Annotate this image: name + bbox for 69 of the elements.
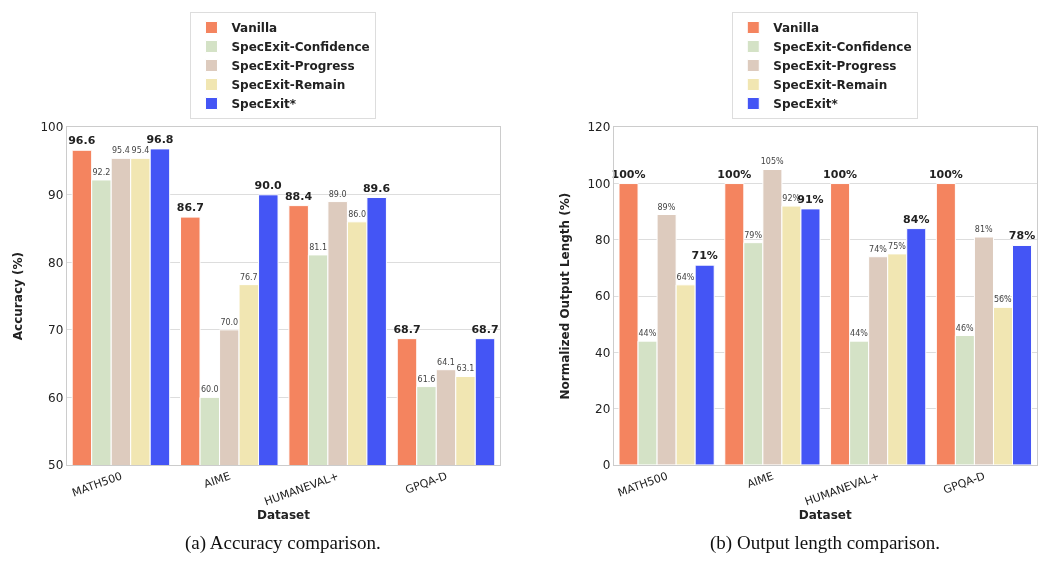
y-axis-title: Normalized Output Length (%): [557, 192, 572, 400]
data-label: 64%: [676, 272, 695, 282]
data-label: 105%: [760, 157, 785, 167]
data-label: 81%: [974, 225, 994, 235]
data-label: 75%: [888, 241, 907, 251]
data-label: 44%: [850, 329, 869, 339]
y-tick-label: 80: [48, 255, 64, 270]
y-tick-label: 90: [48, 188, 64, 203]
data-label: 95.4: [112, 146, 130, 156]
data-label: 60.0: [200, 385, 219, 395]
data-label: 95.4: [131, 146, 150, 156]
data-label: 92.2: [92, 167, 111, 177]
data-label: 46%: [955, 323, 974, 333]
data-label: 96.6: [68, 134, 96, 148]
data-label: 74%: [869, 244, 888, 254]
legend-label: SpecExit-Confidence: [773, 40, 912, 55]
data-label: 100%: [717, 167, 752, 181]
y-tick-label: 100: [587, 176, 611, 191]
legend-label: Vanilla: [773, 21, 819, 36]
y-tick-label: 40: [595, 345, 611, 360]
text: (b) Output length comparison.: [710, 532, 941, 554]
data-label: 44%: [638, 329, 657, 339]
data-label: 79%: [744, 230, 763, 240]
legend-label: SpecExit*: [773, 97, 839, 112]
data-label: 78%: [1008, 229, 1036, 243]
y-tick-label: 0: [602, 458, 611, 473]
data-label: 90.0: [254, 178, 283, 192]
x-tick-label: AIME: [745, 469, 776, 491]
legend-label: Vanilla: [231, 21, 278, 36]
data-label: 70.0: [220, 317, 239, 327]
y-tick-label: 60: [48, 390, 64, 405]
data-label: 68.7: [393, 322, 421, 336]
data-label: 63.1: [456, 364, 475, 374]
y-tick-label: 80: [595, 233, 611, 248]
data-label: 100%: [611, 167, 646, 181]
y-tick-label: 100: [40, 120, 64, 135]
legend-label: SpecExit-Progress: [773, 59, 897, 74]
y-tick-label: 120: [587, 120, 611, 135]
x-tick-label: AIME: [202, 469, 233, 491]
y-axis-title: Accuracy (%): [10, 252, 25, 341]
data-label: 100%: [823, 167, 858, 181]
data-label: 68.7: [471, 322, 499, 336]
data-label: 89.6: [362, 181, 391, 195]
legend-label: SpecExit-Confidence: [231, 40, 370, 55]
data-label: 81.1: [309, 242, 328, 252]
legend-label: SpecExit-Remain: [773, 78, 888, 93]
legend-label: SpecExit-Remain: [231, 78, 346, 93]
data-label: 89%: [657, 202, 676, 212]
y-tick-label: 70: [48, 323, 64, 338]
data-label: 96.8: [146, 132, 174, 146]
x-axis-title: Dataset: [798, 508, 852, 523]
text: (a) Accuracy comparison.: [185, 532, 381, 554]
data-label: 86.0: [348, 209, 367, 219]
data-label: 84%: [903, 212, 930, 226]
data-label: 88.4: [284, 189, 313, 203]
data-label: 56%: [993, 295, 1013, 305]
legend-label: SpecExit*: [231, 97, 297, 112]
y-tick-label: 60: [595, 289, 611, 304]
data-label: 86.7: [176, 201, 204, 215]
legend-label: SpecExit-Progress: [231, 59, 355, 74]
y-tick-label: 20: [595, 401, 611, 416]
x-axis-title: Dataset: [257, 508, 311, 523]
data-label: 89.0: [328, 189, 347, 199]
data-label: 76.7: [239, 272, 258, 282]
y-tick-label: 50: [48, 458, 64, 473]
data-label: 64.1: [437, 357, 455, 367]
data-label: 71%: [691, 249, 718, 263]
data-label: 61.6: [417, 374, 436, 384]
data-label: 100%: [928, 167, 963, 181]
